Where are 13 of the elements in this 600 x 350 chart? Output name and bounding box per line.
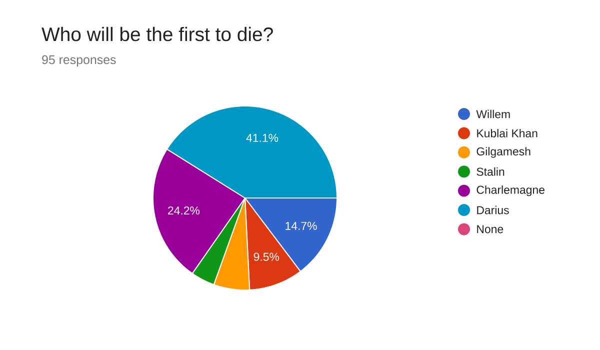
legend-label: Gilgamesh: [476, 147, 530, 158]
legend-label: Kublai Khan: [477, 128, 538, 138]
legend-label: Darius: [477, 206, 509, 214]
data-label: 14.7%: [286, 222, 317, 230]
data-label: 41.1%: [246, 134, 278, 142]
data-label: 9.5%: [254, 252, 280, 261]
legend-label: Stalin: [476, 167, 504, 176]
legend-label: None: [477, 225, 504, 234]
data-label: 24.2%: [168, 206, 200, 215]
legend-label: Willem: [476, 110, 510, 118]
chart-subtitle: 95 responses: [42, 55, 116, 67]
legend-label: Charlemagne: [476, 185, 544, 196]
chart-title: Who will be the first to die?: [42, 26, 273, 42]
